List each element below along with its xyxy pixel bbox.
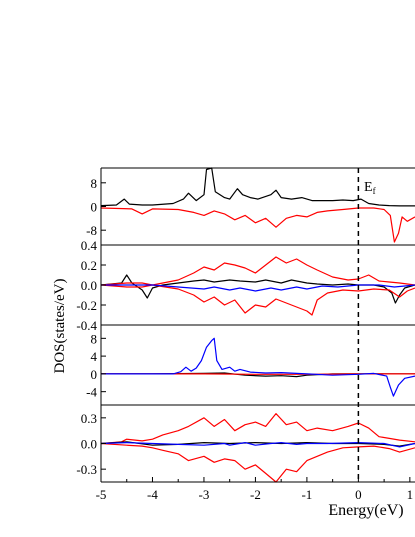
x-tick-label: -1 (301, 487, 312, 502)
y-tick-label: -0.4 (76, 318, 97, 333)
series-line-black-1 (100, 274, 415, 304)
y-tick-label: 0.0 (81, 278, 97, 293)
y-tick-label: 8 (91, 176, 98, 191)
y-tick-label: 0.3 (81, 411, 97, 426)
fermi-label-main: E (364, 180, 373, 195)
series-line-blue-4 (101, 284, 415, 292)
y-tick-label: 0.2 (81, 258, 97, 273)
series-line-red-2 (100, 207, 415, 243)
series-line-black-3 (100, 441, 415, 447)
series-line-red-1 (100, 413, 415, 445)
x-tick-label: -2 (250, 487, 261, 502)
x-tick-label: 1 (407, 487, 414, 502)
x-tick-label: -4 (147, 487, 158, 502)
panel-3: 8 4 0 -4 (86, 324, 415, 406)
y-tick-label: 8 (91, 331, 98, 346)
series-line-blue-3 (101, 337, 415, 397)
panel-4: 0.3 0.0 -0.3 (76, 404, 415, 483)
y-tick-label: 0.4 (81, 238, 98, 253)
y-tick-label: 4 (91, 349, 98, 364)
x-axis-label: Energy(eV) (328, 502, 403, 519)
y-tick-label: 0 (91, 200, 98, 215)
x-axis: -5 -4 -3 -2 -1 0 1 (96, 477, 414, 502)
series-line-red-2 (100, 256, 415, 286)
series-line-red-3 (100, 284, 415, 316)
x-tick-label: -5 (96, 487, 107, 502)
y-tick-label: 0.0 (81, 437, 97, 452)
x-tick-label: -3 (199, 487, 210, 502)
series-line-blue-4 (100, 442, 415, 448)
y-tick-label: 0 (91, 367, 98, 382)
fermi-label-sub: f (373, 186, 376, 196)
y-tick-label: -4 (86, 385, 97, 400)
y-axis-label: DOS(states/eV) (52, 279, 68, 374)
panel-2: 0.4 0.2 0.0 -0.2 -0.4 (76, 238, 415, 333)
series-line-red-2 (100, 442, 415, 483)
x-tick-label: 0 (355, 487, 362, 502)
y-tick-label: -0.2 (76, 298, 97, 313)
fermi-label: Ef (364, 180, 376, 196)
y-tick-label: -8 (86, 223, 97, 238)
y-tick-label: -0.3 (76, 462, 97, 477)
series-line-black-1 (100, 167, 415, 207)
